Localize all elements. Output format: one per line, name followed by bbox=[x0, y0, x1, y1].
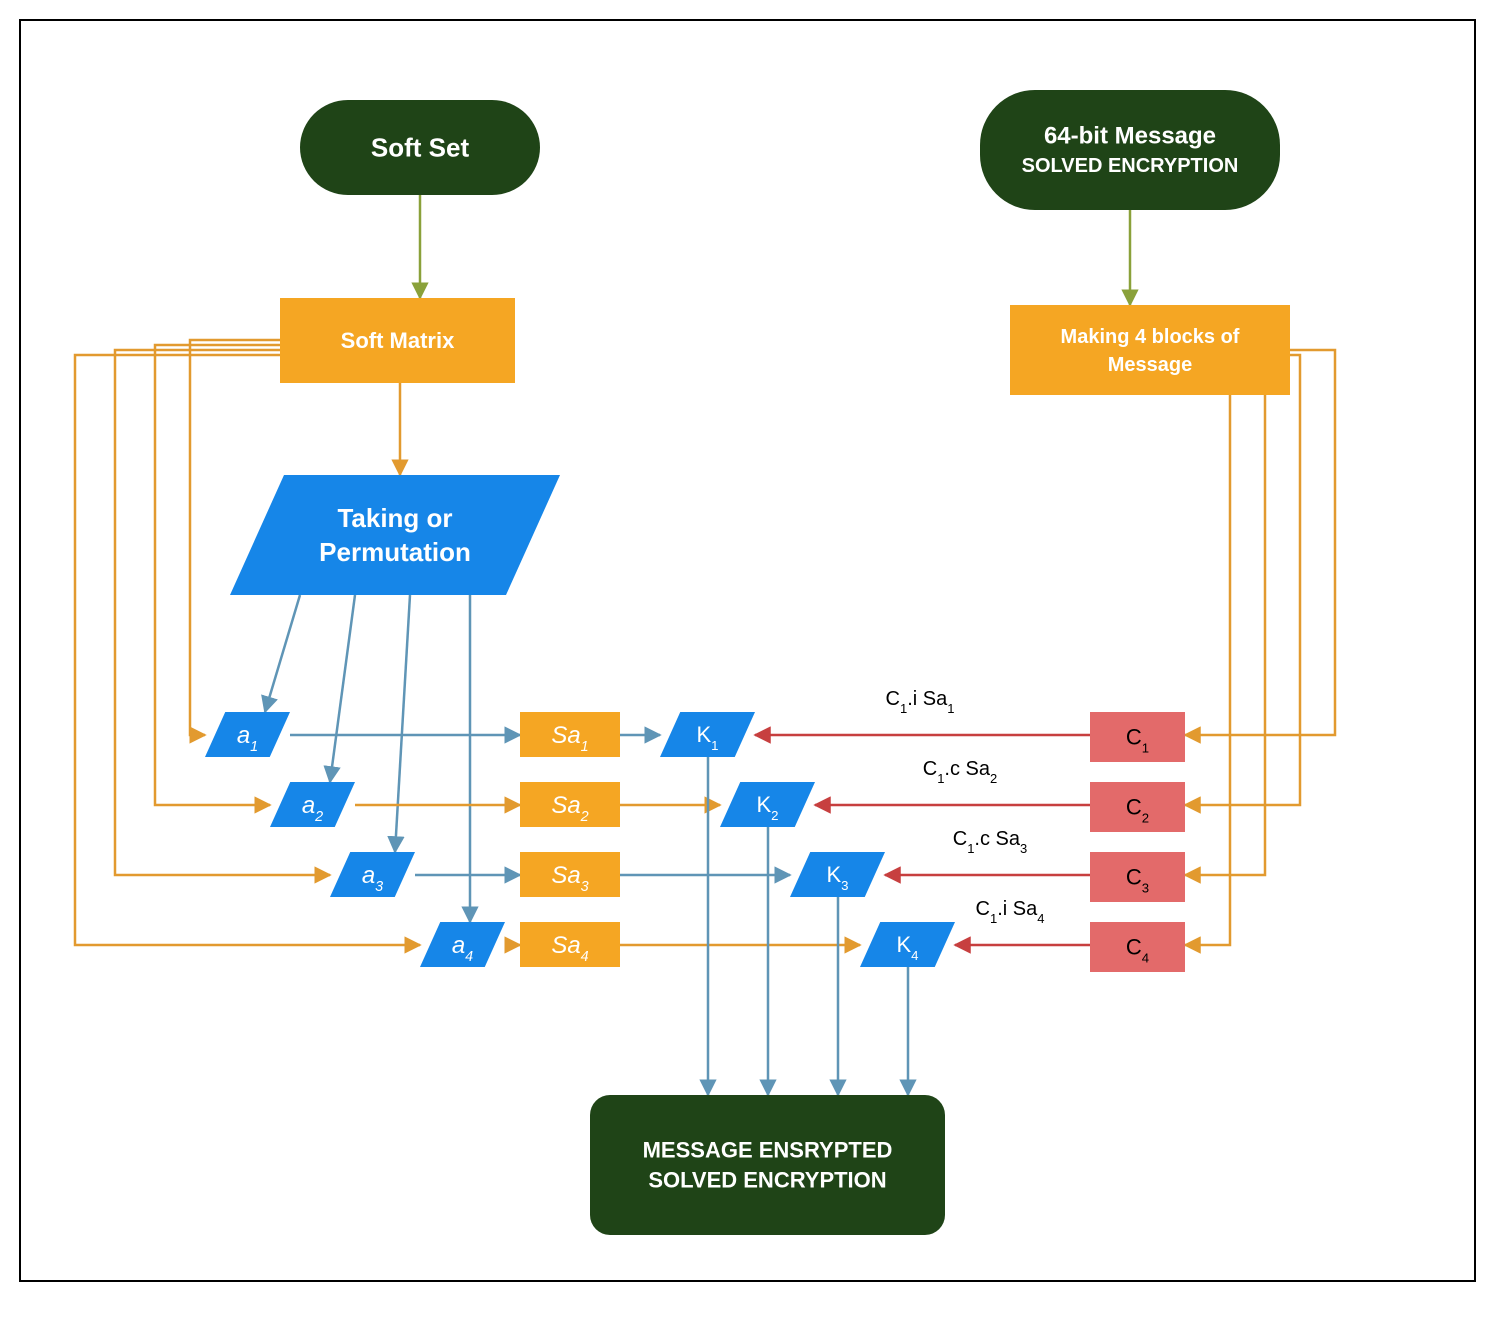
node-label: MESSAGE ENSRYPTED bbox=[643, 1138, 893, 1163]
node-label: Message bbox=[1108, 354, 1193, 376]
node-sa1: Sa1 bbox=[520, 712, 620, 757]
node-bit_message: 64-bit Message SOLVED ENCRYPTION bbox=[980, 90, 1280, 210]
node-sa3: Sa3 bbox=[520, 852, 620, 897]
node-sa2: Sa2 bbox=[520, 782, 620, 827]
node-result: MESSAGE ENSRYPTED SOLVED ENCRYPTION bbox=[590, 1095, 945, 1235]
node-label: 64-bit Message bbox=[1044, 122, 1216, 149]
node-label: Taking or bbox=[337, 503, 452, 533]
node-c2: C2 bbox=[1090, 782, 1185, 832]
node-label: SOLVED ENCRYPTION bbox=[648, 1168, 886, 1193]
node-soft_matrix: Soft Matrix bbox=[280, 298, 515, 383]
node-label: Soft Set bbox=[371, 133, 470, 163]
node-c3: C3 bbox=[1090, 852, 1185, 902]
node-label: Making 4 blocks of bbox=[1061, 326, 1240, 348]
node-soft_set: Soft Set bbox=[300, 100, 540, 195]
node-label: Permutation bbox=[319, 537, 471, 567]
node-c1: C1 bbox=[1090, 712, 1185, 762]
flowchart-diagram: C1.i Sa1C1.c Sa2C1.c Sa3C1.i Sa4Soft Set… bbox=[0, 0, 1495, 1321]
node-c4: C4 bbox=[1090, 922, 1185, 972]
node-label: Soft Matrix bbox=[341, 328, 455, 353]
node-sa4: Sa4 bbox=[520, 922, 620, 967]
node-permutation: Taking or Permutation bbox=[230, 475, 560, 595]
node-making_blocks: Making 4 blocks of Message bbox=[1010, 305, 1290, 395]
node-label: SOLVED ENCRYPTION bbox=[1022, 155, 1239, 177]
